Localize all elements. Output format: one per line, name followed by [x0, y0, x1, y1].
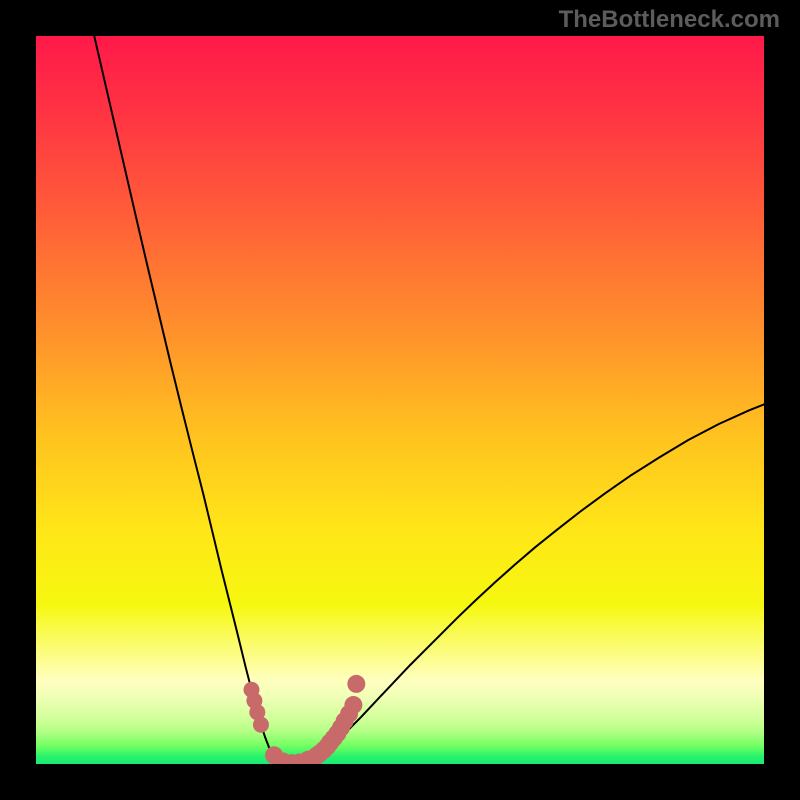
marker-dot — [347, 675, 365, 693]
right-top-marker — [347, 675, 365, 693]
marker-dot — [253, 717, 269, 733]
marker-dot — [344, 696, 362, 714]
watermark-text: TheBottleneck.com — [559, 6, 780, 34]
plot-background — [36, 36, 764, 764]
chart-frame: TheBottleneck.com — [0, 0, 800, 800]
plot-area — [36, 36, 764, 764]
